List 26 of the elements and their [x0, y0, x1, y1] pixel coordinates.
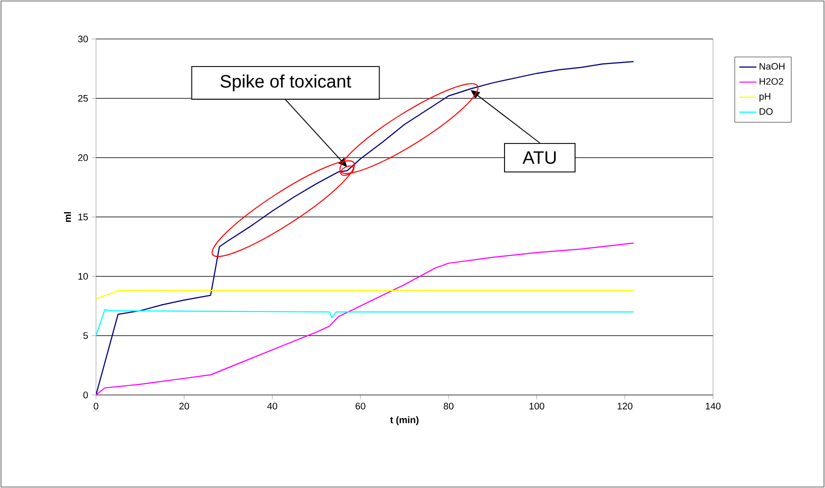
x-tick-label: 0: [94, 402, 98, 410]
y-tick-label: 30: [78, 36, 88, 42]
line-series: [96, 60, 634, 395]
y-axis-title: ml: [64, 212, 71, 222]
legend-label: H2O2: [760, 78, 784, 85]
y-tick-label: 15: [78, 214, 88, 220]
y-tick-label: 10: [78, 272, 88, 280]
legend-label: NaOH: [760, 62, 784, 70]
x-tick-label: 60: [356, 402, 366, 410]
x-tick-label: 100: [530, 402, 544, 410]
y-tick-label: 25: [78, 94, 88, 102]
annotation: ATU: [522, 151, 556, 164]
y-tick-label: 0: [83, 392, 88, 398]
line-series: [96, 308, 634, 336]
x-tick-label: 140: [706, 402, 721, 410]
legend-label: pH: [760, 93, 770, 102]
x-tick-label: 40: [267, 402, 278, 410]
x-tick-label: 120: [618, 402, 632, 410]
legend-label: DO: [760, 108, 773, 115]
line-series: [96, 242, 634, 395]
y-tick-label: 5: [83, 332, 88, 339]
x-axis-title: t (min): [390, 416, 418, 426]
x-tick-label: 80: [444, 402, 454, 410]
y-tick-label: 20: [78, 154, 88, 162]
x-tick-label: 20: [179, 402, 190, 410]
annotation: Spike of toxicant: [220, 74, 352, 92]
